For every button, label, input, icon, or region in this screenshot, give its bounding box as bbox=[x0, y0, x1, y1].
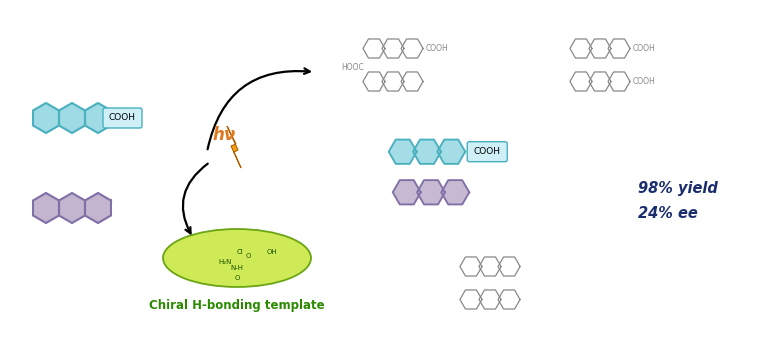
Text: O: O bbox=[234, 275, 240, 281]
Polygon shape bbox=[59, 103, 85, 133]
Polygon shape bbox=[33, 193, 59, 223]
Text: Cl: Cl bbox=[237, 249, 244, 255]
Polygon shape bbox=[437, 140, 465, 164]
Text: COOH: COOH bbox=[474, 147, 501, 156]
FancyBboxPatch shape bbox=[103, 108, 142, 128]
Text: COOH: COOH bbox=[426, 44, 449, 53]
Polygon shape bbox=[441, 180, 469, 205]
Text: COOH: COOH bbox=[633, 44, 656, 53]
Text: N-H: N-H bbox=[231, 265, 244, 271]
Text: O: O bbox=[245, 253, 251, 259]
Ellipse shape bbox=[163, 229, 311, 287]
Text: 24% ee: 24% ee bbox=[638, 206, 698, 220]
Polygon shape bbox=[33, 103, 59, 133]
Polygon shape bbox=[59, 193, 85, 223]
Text: HOOC: HOOC bbox=[341, 63, 364, 72]
Polygon shape bbox=[393, 180, 421, 205]
Text: H₂N: H₂N bbox=[218, 259, 231, 265]
FancyBboxPatch shape bbox=[467, 142, 507, 162]
Text: 98% yield: 98% yield bbox=[638, 181, 718, 195]
Polygon shape bbox=[85, 193, 111, 223]
Text: COOH: COOH bbox=[633, 77, 656, 86]
Polygon shape bbox=[227, 126, 241, 168]
Text: hν: hν bbox=[212, 126, 235, 144]
Text: COOH: COOH bbox=[108, 113, 136, 122]
Polygon shape bbox=[389, 140, 417, 164]
Text: OH: OH bbox=[266, 249, 277, 255]
Polygon shape bbox=[413, 140, 441, 164]
Polygon shape bbox=[85, 103, 111, 133]
Text: Chiral H-bonding template: Chiral H-bonding template bbox=[150, 299, 325, 311]
Polygon shape bbox=[417, 180, 445, 205]
